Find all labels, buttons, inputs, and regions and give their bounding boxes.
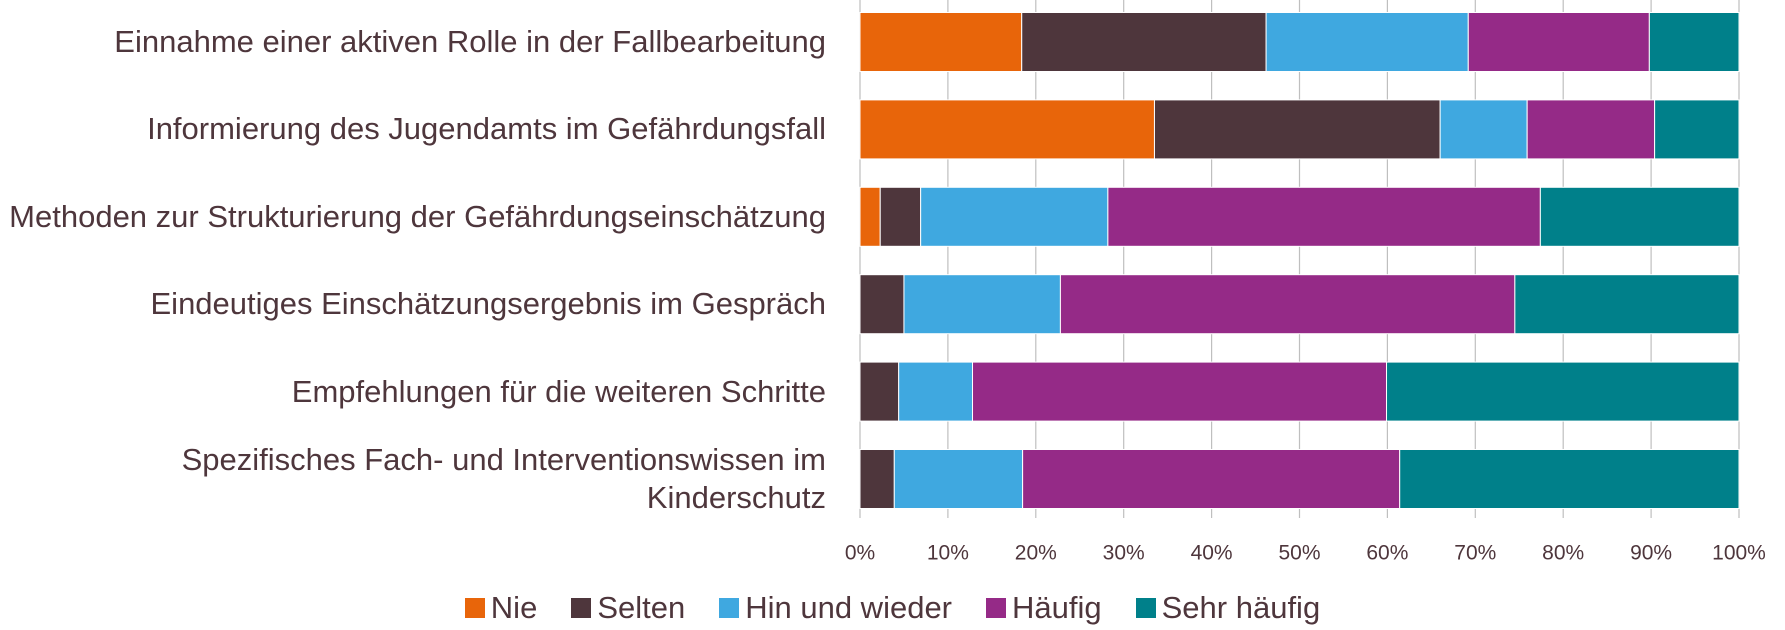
bar-segment — [1021, 12, 1267, 72]
x-tick-label: 30% — [1103, 542, 1145, 565]
category-label: Informierung des Jugendamts im Gefährdun… — [147, 111, 826, 147]
x-tick-label: 0% — [845, 542, 875, 565]
x-tick-label: 10% — [927, 542, 969, 565]
legend-swatch — [464, 598, 485, 618]
legend-item: Hin und wieder — [719, 590, 952, 626]
x-tick-label: 40% — [1191, 542, 1233, 565]
bar-segment — [859, 12, 1023, 72]
bar-segment — [859, 361, 900, 422]
bar-segment — [972, 361, 1388, 422]
bar-segment — [1654, 99, 1740, 160]
bar-segment — [1386, 361, 1740, 422]
bar-segment — [920, 186, 1109, 247]
bar-segment — [1399, 449, 1740, 509]
x-tick-label: 60% — [1366, 542, 1408, 565]
category-label: Spezifisches Fach- und Interventionswiss… — [181, 442, 826, 515]
bar-segment — [1514, 274, 1740, 335]
legend-swatch — [1135, 598, 1156, 618]
legend-swatch — [719, 598, 740, 618]
legend-label: Hin und wieder — [745, 590, 953, 625]
bar-segment — [1022, 449, 1401, 509]
bar-segment — [898, 361, 974, 422]
bar-segment — [859, 99, 1155, 160]
legend-item: Häufig — [986, 590, 1102, 626]
legend-item: Selten — [571, 590, 685, 626]
category-label: Eindeutiges Einschätzungsergebnis im Ges… — [150, 286, 827, 322]
bar-segment — [1265, 12, 1469, 72]
bar-segment — [1467, 12, 1650, 72]
bar-segment — [903, 274, 1061, 335]
legend-swatch — [571, 598, 592, 618]
bar-segment — [1153, 99, 1441, 160]
legend-swatch — [986, 598, 1007, 618]
legend-label: Sehr häufig — [1161, 590, 1321, 625]
x-tick-label: 100% — [1712, 542, 1766, 565]
x-tick-label: 20% — [1015, 542, 1057, 565]
x-tick-label: 90% — [1630, 542, 1672, 565]
category-label: Empfehlungen für die weiteren Schritte — [291, 373, 826, 409]
x-tick-label: 50% — [1278, 542, 1320, 565]
bar-segment — [1107, 186, 1541, 247]
bar-segment — [1539, 186, 1740, 247]
legend: Nie Selten Hin und wieder Häufig Sehr häufig — [0, 590, 1785, 626]
x-tick-label: 80% — [1542, 542, 1584, 565]
bar-segment — [1059, 274, 1516, 335]
bar-segment — [1648, 12, 1740, 72]
bar-segment — [879, 186, 922, 247]
bar-segment — [893, 449, 1024, 509]
bar-segment — [1439, 99, 1528, 160]
bar-segment — [859, 274, 905, 335]
bar-segment — [1526, 99, 1656, 160]
bar-segment — [859, 449, 895, 509]
legend-item: Sehr häufig — [1135, 590, 1321, 626]
bar-segment — [859, 186, 881, 247]
category-label: Methoden zur Strukturierung der Gefährdu… — [9, 198, 826, 234]
legend-label: Selten — [597, 590, 686, 625]
legend-item: Nie — [464, 590, 538, 626]
legend-label: Nie — [490, 590, 538, 625]
x-tick-label: 70% — [1454, 542, 1496, 565]
category-label: Einnahme einer aktiven Rolle in der Fall… — [114, 24, 826, 59]
legend-label: Häufig — [1012, 590, 1102, 625]
